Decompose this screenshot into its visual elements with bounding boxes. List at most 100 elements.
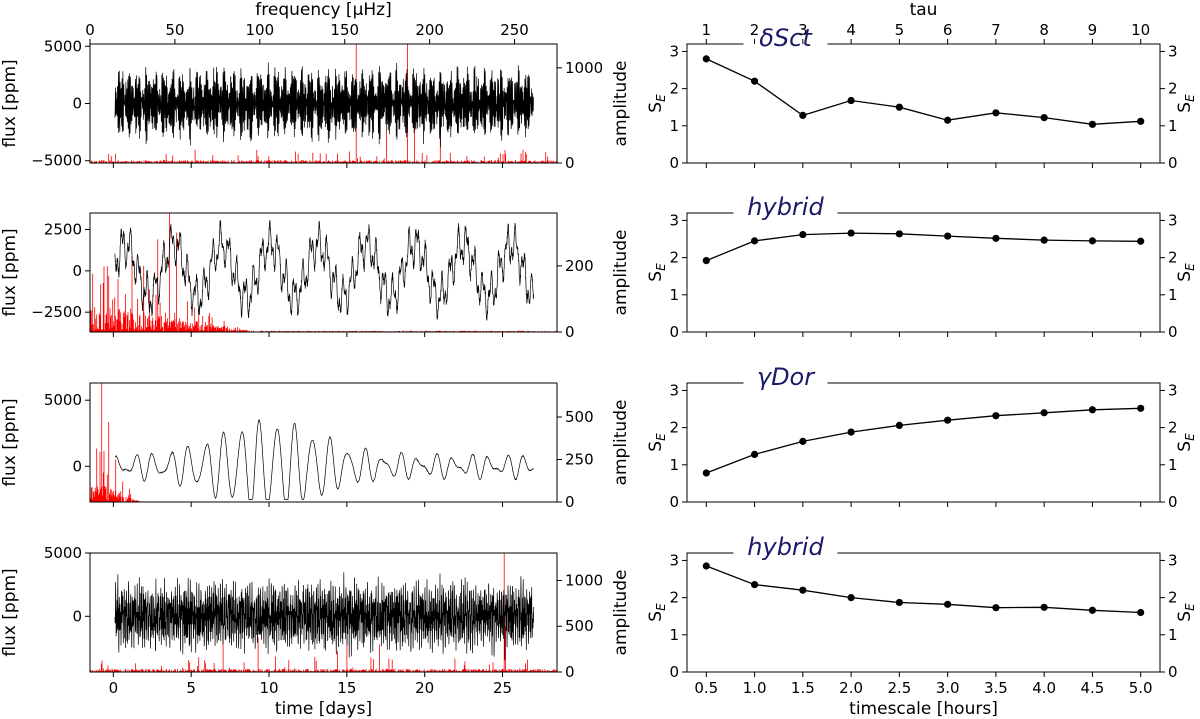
y2-tick-label: 2: [1168, 589, 1178, 607]
se-point: [1040, 603, 1048, 611]
se-point: [1137, 237, 1145, 245]
se-point: [992, 412, 1000, 420]
se-point: [944, 600, 952, 608]
y-tick-label: 0: [669, 323, 679, 341]
x-axis-label: timescale [hours]: [849, 699, 998, 719]
y-axis-label: SE: [646, 263, 668, 282]
y2-tick-label: 3: [1168, 381, 1178, 399]
se-point: [750, 77, 759, 85]
y-tick-label: 3: [669, 42, 679, 60]
x-tick-label: 1.5: [791, 679, 815, 697]
y2-tick-label: 2: [1168, 249, 1178, 267]
title-background: [733, 197, 838, 219]
y2-tick-label: 0: [565, 663, 575, 681]
left-panel-2: −2500 0 2500 0 200 flux [ppm] amplitude: [0, 212, 631, 341]
se-point: [1088, 120, 1097, 128]
x-tick-label: 25: [493, 679, 512, 697]
y-axis-label: SE: [646, 603, 668, 622]
y-axis-label: SE: [646, 94, 668, 113]
y-tick-label: 1: [669, 286, 679, 304]
title-background: [743, 28, 828, 50]
panel-title: hybrid: [747, 193, 824, 221]
y2-axis-label: SE: [1175, 263, 1197, 282]
flux-series: [114, 419, 534, 500]
axes-frame: [686, 43, 1161, 164]
se-point: [895, 103, 903, 111]
x-tick-label: 4.5: [1080, 679, 1104, 697]
se-point: [1040, 236, 1048, 244]
top-tick-label: 4: [846, 21, 856, 39]
se-point: [992, 109, 1000, 117]
se-point: [750, 450, 759, 458]
y-tick-label: 2: [669, 589, 679, 607]
y2-tick-label: 3: [1168, 211, 1178, 229]
y2-axis-label: amplitude: [611, 61, 631, 147]
y-tick-label: 3: [669, 381, 679, 399]
se-point: [1137, 608, 1145, 617]
se-point: [702, 469, 710, 477]
y-tick-label: −5000: [31, 152, 82, 170]
x-tick-label: 1.0: [743, 679, 767, 697]
y-tick-label: 0: [669, 154, 679, 172]
y-tick-label: 3: [669, 211, 679, 229]
y-axis-label: SE: [646, 433, 668, 452]
top-axis-label: frequency [μHz]: [255, 0, 391, 20]
top-tick-label: 1: [702, 21, 712, 39]
y2-axis-label: SE: [1175, 603, 1197, 622]
se-point: [799, 437, 807, 445]
flux-series: [114, 572, 534, 661]
x-tick-label: 10: [259, 679, 278, 697]
se-point: [847, 229, 855, 237]
se-point: [1088, 237, 1097, 245]
x-tick-label: 0: [109, 679, 119, 697]
top-tick-label: 50: [165, 21, 184, 39]
y-tick-label: 0: [72, 457, 82, 475]
se-point: [1040, 409, 1048, 417]
se-point: [895, 230, 903, 238]
y-tick-label: 2: [669, 249, 679, 267]
y2-tick-label: 3: [1168, 551, 1178, 569]
y-tick-label: 2: [669, 80, 679, 98]
se-point: [895, 421, 903, 429]
se-point: [750, 237, 759, 245]
flux-series: [114, 219, 534, 321]
y2-tick-label: 1000: [565, 571, 603, 589]
se-series-line: [706, 58, 1141, 125]
se-point: [944, 116, 952, 124]
title-background: [743, 367, 828, 389]
se-point: [702, 55, 710, 63]
x-tick-label: 2.0: [839, 679, 863, 697]
y-tick-label: −2500: [31, 303, 82, 321]
top-tick-label: 0: [85, 21, 95, 39]
axes-frame: [89, 212, 558, 333]
right-panel-3: γDor 0 0 1 1 2 2 3 3 SE SE: [646, 363, 1197, 511]
se-point: [992, 234, 1000, 242]
title-background: [733, 537, 838, 559]
y-tick-label: 2: [669, 419, 679, 437]
top-axis-label: tau: [910, 0, 938, 20]
y2-axis-label: amplitude: [611, 400, 631, 486]
se-point: [847, 428, 855, 436]
top-tick-label: 2: [750, 21, 760, 39]
y-tick-label: 0: [72, 262, 82, 280]
y2-tick-label: 250: [565, 451, 594, 469]
y2-tick-label: 0: [1168, 493, 1178, 511]
se-point: [992, 604, 1000, 612]
y-tick-label: 5000: [44, 37, 82, 55]
x-tick-label: 3.5: [984, 679, 1008, 697]
top-tick-label: 6: [943, 21, 953, 39]
se-series-line: [706, 232, 1141, 262]
y2-tick-label: 2: [1168, 419, 1178, 437]
x-tick-label: 4.0: [1032, 679, 1056, 697]
y-tick-label: 0: [669, 663, 679, 681]
axes-frame: [686, 552, 1161, 673]
top-tick-label: 5: [895, 21, 905, 39]
top-tick-label: 3: [798, 21, 808, 39]
y-tick-label: 2500: [44, 221, 82, 239]
spectrum-series: [89, 383, 558, 502]
y-axis-label: flux [ppm]: [0, 59, 20, 147]
y2-tick-label: 0: [565, 323, 575, 341]
se-series-line: [706, 565, 1141, 614]
